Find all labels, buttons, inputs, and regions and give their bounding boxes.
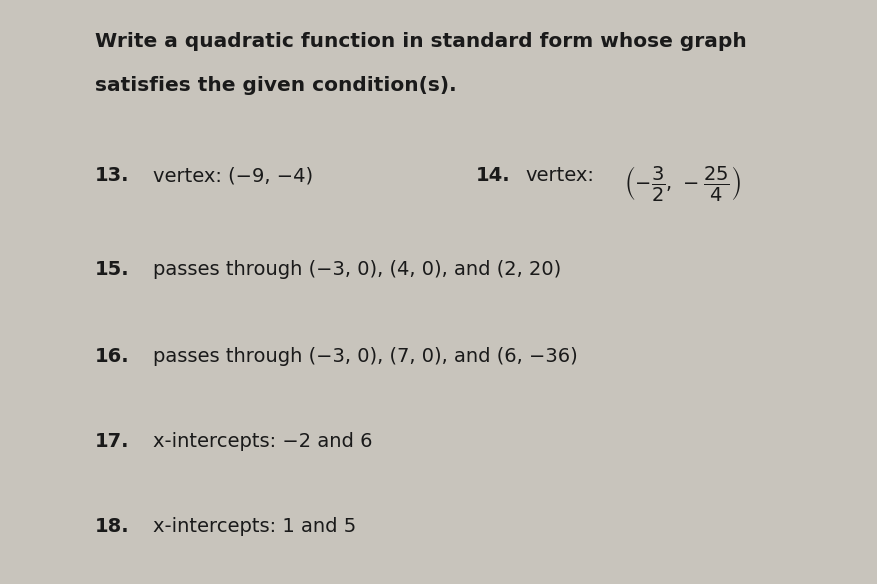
Text: x-intercepts: 1 and 5: x-intercepts: 1 and 5 [153, 517, 356, 536]
Text: Write a quadratic function in standard form whose graph: Write a quadratic function in standard f… [95, 32, 747, 51]
Text: $\left(-\dfrac{3}{2},\,-\dfrac{25}{4}\right)$: $\left(-\dfrac{3}{2},\,-\dfrac{25}{4}\ri… [624, 164, 741, 203]
Text: x-intercepts: −2 and 6: x-intercepts: −2 and 6 [153, 432, 373, 451]
Text: 13.: 13. [95, 166, 130, 186]
Text: vertex:: vertex: [525, 166, 594, 186]
Text: 18.: 18. [95, 517, 130, 536]
Text: vertex: (−9, −4): vertex: (−9, −4) [153, 166, 313, 186]
Text: satisfies the given condition(s).: satisfies the given condition(s). [95, 76, 457, 95]
Text: passes through (−3, 0), (4, 0), and (2, 20): passes through (−3, 0), (4, 0), and (2, … [153, 260, 561, 279]
Text: passes through (−3, 0), (7, 0), and (6, −36): passes through (−3, 0), (7, 0), and (6, … [153, 347, 578, 367]
Text: 14.: 14. [475, 166, 510, 186]
Text: 17.: 17. [95, 432, 130, 451]
Text: 15.: 15. [95, 260, 130, 279]
Text: 16.: 16. [95, 347, 130, 367]
